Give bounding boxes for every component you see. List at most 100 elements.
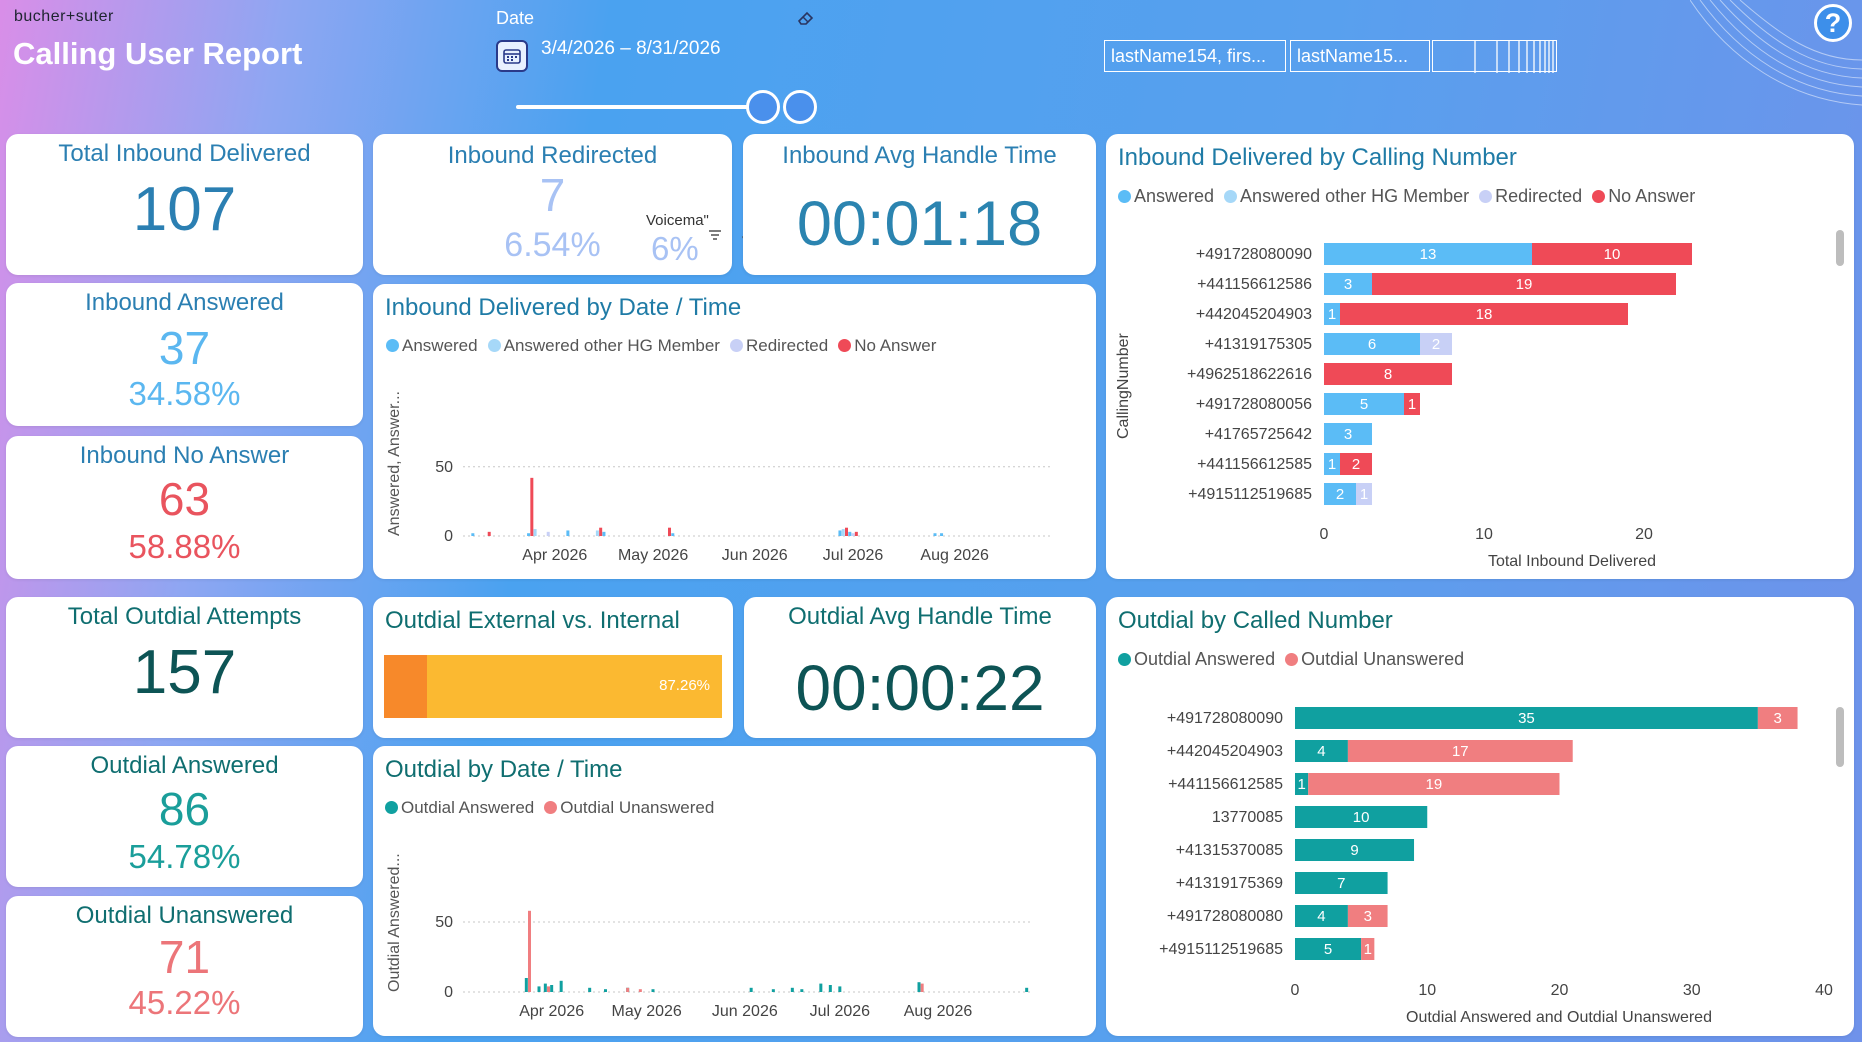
column-bar <box>550 985 554 992</box>
date-range-value[interactable]: 3/4/2026 – 8/31/2026 <box>541 38 721 59</box>
user-filter-chip-1[interactable]: lastName154, firs... <box>1104 40 1286 72</box>
column-bar <box>566 530 570 536</box>
data-label: 10 <box>1604 246 1621 263</box>
legend-item-no-answer[interactable]: No Answer <box>1592 186 1695 207</box>
ext-int-bar[interactable]: 87.26% <box>384 655 722 718</box>
column-bar <box>1025 987 1029 992</box>
column-bar <box>547 986 550 992</box>
legend-item-answered-other[interactable]: Answered other HG Member <box>487 336 720 356</box>
category-label: +442045204903 <box>1167 743 1283 760</box>
legend-item-answered[interactable]: Answered <box>386 336 478 356</box>
category-label: +4915112519685 <box>1188 486 1312 503</box>
bar-segment <box>1404 393 1420 415</box>
kpi-inbound-answered-card: Inbound Answered 37 34.58% <box>6 283 363 426</box>
column-bar <box>559 980 563 992</box>
y-axis-label: CallingNumber <box>1115 333 1132 439</box>
user-filter-chip-2[interactable]: lastName15... <box>1290 40 1430 72</box>
column-bar <box>626 987 630 992</box>
legend-item-outdial-unanswered[interactable]: Outdial Unanswered <box>1285 649 1464 670</box>
category-label: +41319175305 <box>1205 336 1312 353</box>
brand-logo: bucher+suter <box>14 8 114 25</box>
x-tick-label: Jul 2026 <box>823 547 884 564</box>
column-bar <box>524 978 528 992</box>
column-bar <box>638 989 642 992</box>
date-slider-track[interactable] <box>516 105 766 109</box>
bar-segment <box>1295 938 1362 960</box>
outdial-number-chart: Outdial Answered and Outdial Unanswered … <box>1159 707 1833 1026</box>
kpi-inbound-aht-card: Inbound Avg Handle Time 00:01:18 <box>743 134 1096 275</box>
kpi-title: Outdial Unanswered <box>75 902 294 929</box>
kpi-outdial-unanswered-card: Outdial Unanswered 71 45.22% <box>6 896 363 1037</box>
chart-title: Inbound Delivered by Calling Number <box>1118 144 1517 171</box>
legend-item-outdial-answered[interactable]: Outdial Answered <box>385 798 534 818</box>
column-bar <box>933 533 937 536</box>
x-tick-label: 30 <box>1683 982 1701 999</box>
kpi-inbound-no-answer-card: Inbound No Answer 63 58.88% <box>6 436 363 579</box>
data-label: 1 <box>1364 941 1372 958</box>
scrollbar[interactable] <box>1836 707 1844 767</box>
data-label: 17 <box>1452 743 1469 760</box>
category-label: +441156612586 <box>1197 276 1312 293</box>
calendar-icon[interactable] <box>496 40 528 72</box>
user-filter-more-chips[interactable] <box>1432 40 1557 73</box>
legend-item-redirected[interactable]: Redirected <box>729 336 828 356</box>
legend-item-redirected[interactable]: Redirected <box>1479 186 1582 207</box>
column-bar <box>651 989 655 992</box>
kpi-title: Inbound Answered <box>85 289 284 316</box>
help-icon: ? <box>1824 8 1842 38</box>
x-tick-label: 20 <box>1551 982 1569 999</box>
kpi-title: Inbound No Answer <box>79 442 290 469</box>
outdial-date-chart: Outdial Answered... 0 50 Apr 2026 May 2026 J… <box>386 853 1033 1020</box>
category-label: +41319175369 <box>1176 875 1283 892</box>
outdial-by-date-card: Outdial by Date / Time Outdial Answered … <box>373 746 1096 1036</box>
x-tick-label: May 2026 <box>618 547 688 564</box>
legend-item-outdial-answered[interactable]: Outdial Answered <box>1118 649 1275 670</box>
column-bar <box>546 531 550 536</box>
bar-segment <box>1340 303 1628 325</box>
kpi-title: Inbound Redirected <box>447 142 658 169</box>
date-slider-handle-end[interactable] <box>783 90 817 124</box>
x-tick-label: 10 <box>1418 982 1436 999</box>
bar-segment <box>1295 806 1428 828</box>
date-slider-handle-start[interactable] <box>746 90 780 124</box>
category-label: +41765725642 <box>1205 426 1312 443</box>
kpi-total-outdial-card: Total Outdial Attempts 157 <box>6 597 363 738</box>
kpi-value: 00:01:18 <box>796 189 1043 259</box>
chart-legend: Outdial Answered Outdial Unanswered <box>385 798 714 818</box>
internal-segment[interactable] <box>384 655 428 718</box>
data-label: 1 <box>1297 776 1305 793</box>
filter-icon[interactable] <box>706 226 724 244</box>
data-label: 3 <box>1774 710 1782 727</box>
bar-segment <box>1340 453 1372 475</box>
column-bar <box>845 527 848 536</box>
x-tick-label: 0 <box>1291 982 1300 999</box>
data-label: 13 <box>1420 246 1437 263</box>
column-bar <box>537 986 541 992</box>
category-label: +491728080080 <box>1167 908 1283 925</box>
bar-segment <box>1361 938 1375 960</box>
inbound-date-chart: Answered, Answer... 0 50 Apr 2026 May 2026 J… <box>386 391 1053 564</box>
help-button[interactable]: ? <box>1814 4 1852 42</box>
category-label: +442045204903 <box>1196 306 1312 323</box>
eraser-icon[interactable] <box>795 8 817 28</box>
scrollbar[interactable] <box>1836 230 1844 266</box>
legend-item-answered-other[interactable]: Answered other HG Member <box>1224 186 1469 207</box>
kpi-value: 107 <box>132 175 237 244</box>
data-label: 8 <box>1384 366 1392 383</box>
y-tick-label: 50 <box>435 459 453 476</box>
legend-item-no-answer[interactable]: No Answer <box>838 336 936 356</box>
kpi-percent: 34.58% <box>128 375 241 412</box>
x-tick-label: Apr 2026 <box>522 547 587 564</box>
data-label: 2 <box>1336 486 1344 503</box>
bar-segment <box>1347 905 1388 927</box>
y-axis-label: Outdial Answered... <box>386 853 403 992</box>
column-bar <box>588 987 592 992</box>
kpi-value: 00:00:22 <box>795 652 1045 724</box>
chart-legend: Outdial Answered Outdial Unanswered <box>1118 649 1464 670</box>
x-tick-label: 20 <box>1635 526 1653 543</box>
column-bar <box>800 989 804 992</box>
data-label: 1 <box>1328 306 1336 323</box>
voicemail-label: Voicema" <box>646 212 709 229</box>
legend-item-outdial-unanswered[interactable]: Outdial Unanswered <box>544 798 714 818</box>
legend-item-answered[interactable]: Answered <box>1118 186 1214 207</box>
